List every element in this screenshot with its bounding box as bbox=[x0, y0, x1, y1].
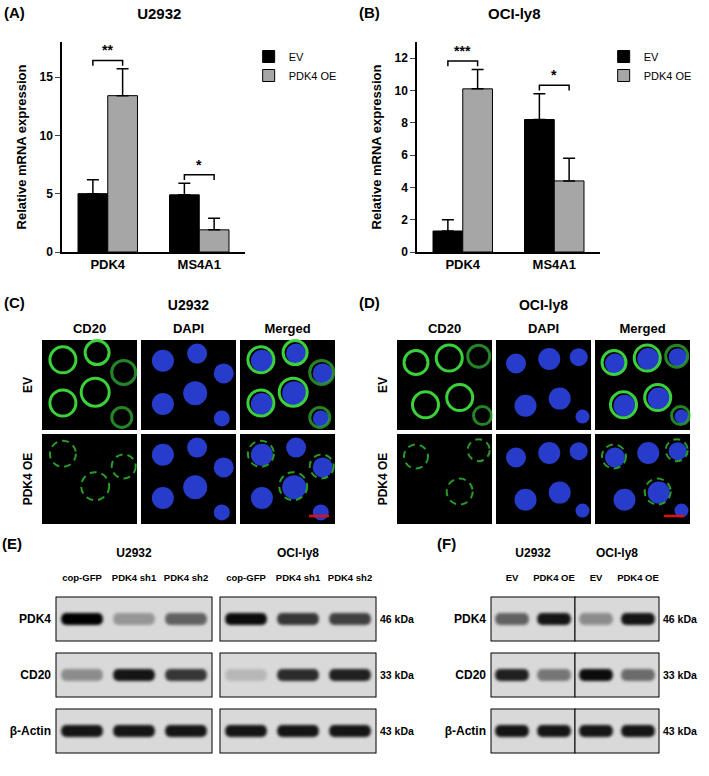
svg-text:PDK4: PDK4 bbox=[19, 612, 51, 626]
svg-text:Merged: Merged bbox=[619, 321, 665, 336]
svg-text:OCI-ly8: OCI-ly8 bbox=[488, 5, 541, 22]
svg-text:MS4A1: MS4A1 bbox=[533, 257, 576, 272]
svg-text:PDK4 OE: PDK4 OE bbox=[617, 572, 659, 583]
svg-text:PDK4 sh1: PDK4 sh1 bbox=[276, 572, 321, 583]
svg-text:U2932: U2932 bbox=[515, 546, 551, 560]
svg-text:PDK4 sh2: PDK4 sh2 bbox=[328, 572, 372, 583]
svg-text:33 kDa: 33 kDa bbox=[380, 669, 414, 681]
svg-text:EV: EV bbox=[21, 377, 35, 393]
svg-text:0: 0 bbox=[401, 245, 408, 259]
svg-text:U2932: U2932 bbox=[168, 297, 209, 313]
svg-text:U2932: U2932 bbox=[116, 546, 152, 560]
svg-text:*: * bbox=[551, 67, 557, 83]
svg-text:EV: EV bbox=[289, 51, 304, 63]
svg-text:PDK4 OE: PDK4 OE bbox=[289, 70, 337, 82]
svg-text:**: ** bbox=[102, 42, 113, 58]
svg-text:CD20: CD20 bbox=[455, 668, 486, 682]
html-text:(B): (B) bbox=[359, 4, 380, 21]
svg-text:EV: EV bbox=[590, 572, 603, 583]
svg-text:cop-GFP: cop-GFP bbox=[62, 572, 102, 583]
svg-text:***: *** bbox=[454, 43, 471, 59]
svg-text:15: 15 bbox=[39, 70, 53, 84]
svg-text:CD20: CD20 bbox=[20, 668, 51, 682]
html-text:(F): (F) bbox=[437, 535, 457, 552]
svg-text:46 kDa: 46 kDa bbox=[663, 613, 697, 625]
svg-text:OCI-ly8: OCI-ly8 bbox=[519, 297, 568, 313]
svg-text:43 kDa: 43 kDa bbox=[380, 725, 414, 737]
svg-text:CD20: CD20 bbox=[428, 321, 461, 336]
svg-text:β-Actin: β-Actin bbox=[445, 724, 486, 738]
svg-text:PDK4 OE: PDK4 OE bbox=[21, 453, 35, 506]
svg-text:PDK4 OE: PDK4 OE bbox=[644, 70, 692, 82]
svg-text:PDK4 OE: PDK4 OE bbox=[376, 453, 390, 506]
svg-text:cop-GFP: cop-GFP bbox=[226, 572, 266, 583]
svg-text:10: 10 bbox=[39, 129, 53, 143]
svg-text:4: 4 bbox=[401, 181, 408, 195]
svg-text:OCI-ly8: OCI-ly8 bbox=[277, 546, 319, 560]
svg-text:PDK4: PDK4 bbox=[454, 612, 486, 626]
svg-text:EV: EV bbox=[376, 377, 390, 393]
svg-text:EV: EV bbox=[644, 51, 659, 63]
svg-text:DAPI: DAPI bbox=[528, 321, 559, 336]
svg-text:PDK4: PDK4 bbox=[90, 257, 125, 272]
svg-text:β-Actin: β-Actin bbox=[10, 724, 51, 738]
svg-text:12: 12 bbox=[394, 51, 408, 65]
svg-text:EV: EV bbox=[506, 572, 519, 583]
html-text:(C): (C) bbox=[4, 294, 25, 311]
svg-text:43 kDa: 43 kDa bbox=[663, 725, 697, 737]
svg-text:PDK4 sh1: PDK4 sh1 bbox=[112, 572, 157, 583]
html-text:(D): (D) bbox=[359, 294, 380, 311]
svg-text:8: 8 bbox=[401, 116, 408, 130]
svg-text:5: 5 bbox=[46, 187, 53, 201]
svg-text:46 kDa: 46 kDa bbox=[380, 613, 414, 625]
svg-text:Relative mRNA expression: Relative mRNA expression bbox=[369, 64, 384, 229]
svg-text:Relative mRNA expression: Relative mRNA expression bbox=[14, 64, 29, 229]
svg-text:2: 2 bbox=[401, 213, 408, 227]
svg-text:U2932: U2932 bbox=[137, 5, 181, 22]
svg-text:6: 6 bbox=[401, 148, 408, 162]
svg-text:PDK4: PDK4 bbox=[445, 257, 480, 272]
html-text:(E): (E) bbox=[2, 535, 22, 552]
svg-text:PDK4 sh2: PDK4 sh2 bbox=[164, 572, 208, 583]
svg-text:MS4A1: MS4A1 bbox=[178, 257, 221, 272]
svg-text:PDK4 OE: PDK4 OE bbox=[533, 572, 575, 583]
svg-text:10: 10 bbox=[394, 84, 408, 98]
html-text:(A): (A) bbox=[4, 4, 25, 21]
svg-text:0: 0 bbox=[46, 245, 53, 259]
svg-text:33 kDa: 33 kDa bbox=[663, 669, 697, 681]
svg-text:Merged: Merged bbox=[264, 321, 310, 336]
svg-text:*: * bbox=[196, 157, 202, 173]
svg-text:OCI-ly8: OCI-ly8 bbox=[596, 546, 638, 560]
svg-text:DAPI: DAPI bbox=[173, 321, 204, 336]
svg-text:CD20: CD20 bbox=[73, 321, 106, 336]
